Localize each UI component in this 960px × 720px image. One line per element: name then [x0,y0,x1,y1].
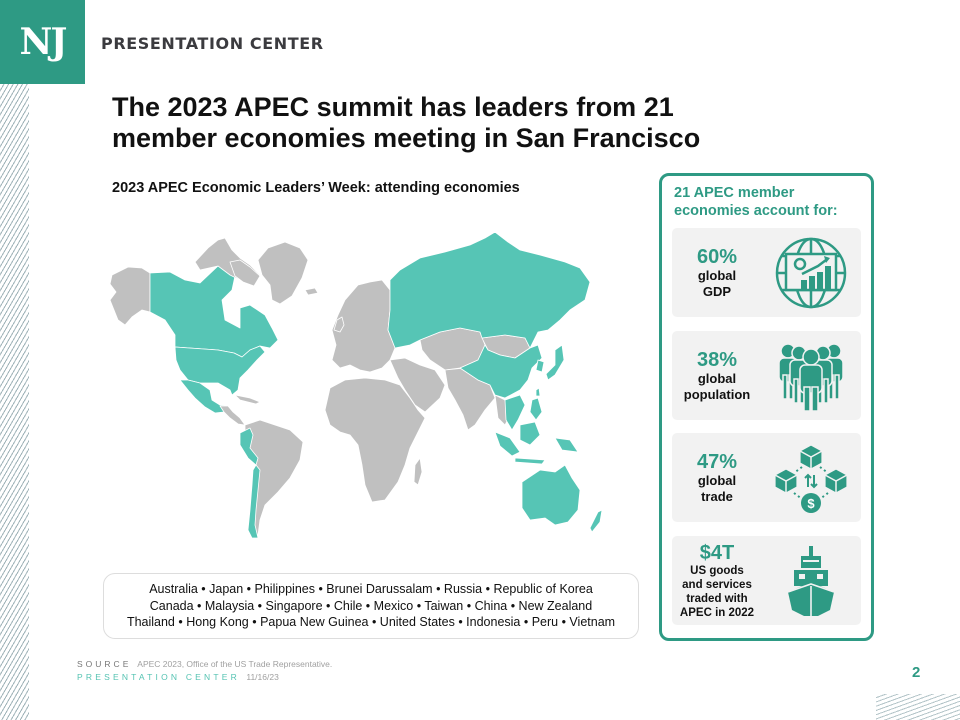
stat-label: and services [682,578,752,591]
page-number: 2 [912,664,921,681]
papua-new-guinea [554,437,579,453]
stat-label: US goods [690,564,744,577]
people-group-icon [774,339,848,413]
indonesia-east [514,457,546,465]
baffin-island [229,259,261,287]
stat-label: population [683,386,751,402]
stats-panel: 21 APEC member economies account for: 60… [659,173,874,641]
stat-value: $4T [699,541,735,564]
brand-label: PRESENTATION CENTER [101,34,324,53]
decorative-hatch-left [0,84,29,720]
economies-line-3: Thailand • Hong Kong • Papua New Guinea … [126,615,616,630]
stat-card-trade: 47% global trade $ [672,433,861,522]
stat-value: 38% [696,348,738,371]
presentation-center-line: PRESENTATION CENTER 11/16/23 [77,672,279,682]
stat-value: 60% [696,245,738,268]
decorative-hatch-bottom-right [876,694,960,720]
taiwan [535,387,541,397]
slide-title: The 2023 APEC summit has leaders from 21… [112,92,812,154]
globe-chart-icon [774,236,848,310]
economies-line-1: Australia • Japan • Philippines • Brunei… [149,582,593,597]
panel-heading-line-2: economies account for: [674,203,838,219]
logo-text: NJ [19,21,68,63]
title-line-2: member economies meeting in San Francisc… [112,123,701,153]
russia [387,231,591,349]
panel-heading-line-1: 21 APEC member [674,185,795,201]
stat-label: global [697,472,737,488]
stat-label: APEC in 2022 [679,606,755,619]
japan [545,344,565,381]
china [459,344,543,399]
korea [535,359,545,373]
footer-date: 11/16/23 [246,672,279,682]
central-america [219,405,246,426]
trade-exchange-icon: $ [774,441,848,515]
australia [521,464,581,526]
economies-list: Australia • Japan • Philippines • Brunei… [103,573,639,639]
stat-label: global [697,370,737,386]
nj-logo: NJ [0,0,85,84]
malaysia-indonesia [494,431,521,457]
iceland [304,287,319,296]
africa [324,377,426,503]
stat-label: trade [701,488,733,504]
philippines [529,397,543,421]
economies-line-2: Canada • Malaysia • Singapore • Chile • … [149,598,593,613]
thailand-vietnam [504,394,526,431]
alaska [109,266,151,326]
stat-label: global [697,267,737,283]
title-line-1: The 2023 APEC summit has leaders from 21 [112,92,674,122]
source-text: APEC 2023, Office of the US Trade Repres… [137,659,333,669]
map-subtitle: 2023 APEC Economic Leaders’ Week: attend… [112,180,520,196]
source-key: SOURCE [77,659,132,669]
madagascar [413,457,423,486]
stat-label: GDP [702,283,732,299]
stat-label: traded with [686,592,748,605]
chile [247,464,261,539]
stat-value: 47% [696,450,738,473]
stat-card-gdp: 60% global GDP [672,228,861,317]
world-map-graphic [109,231,603,539]
peru [239,427,259,466]
panel-heading: 21 APEC member economies account for: [674,184,838,220]
source-line: SOURCE APEC 2023, Office of the US Trade… [77,659,332,669]
uk [333,316,345,333]
new-zealand [589,509,603,533]
world-map [100,220,640,560]
caribbean [234,394,261,405]
presentation-center-key: PRESENTATION CENTER [77,672,240,682]
middle-east [389,357,446,413]
stat-card-us-goods: $4T US goods and services traded with AP… [672,536,861,625]
greenland [257,241,309,305]
svg-text:$: $ [807,496,815,511]
cargo-ship-icon [774,544,848,618]
stat-card-population: 38% global population [672,331,861,420]
borneo [519,421,541,446]
